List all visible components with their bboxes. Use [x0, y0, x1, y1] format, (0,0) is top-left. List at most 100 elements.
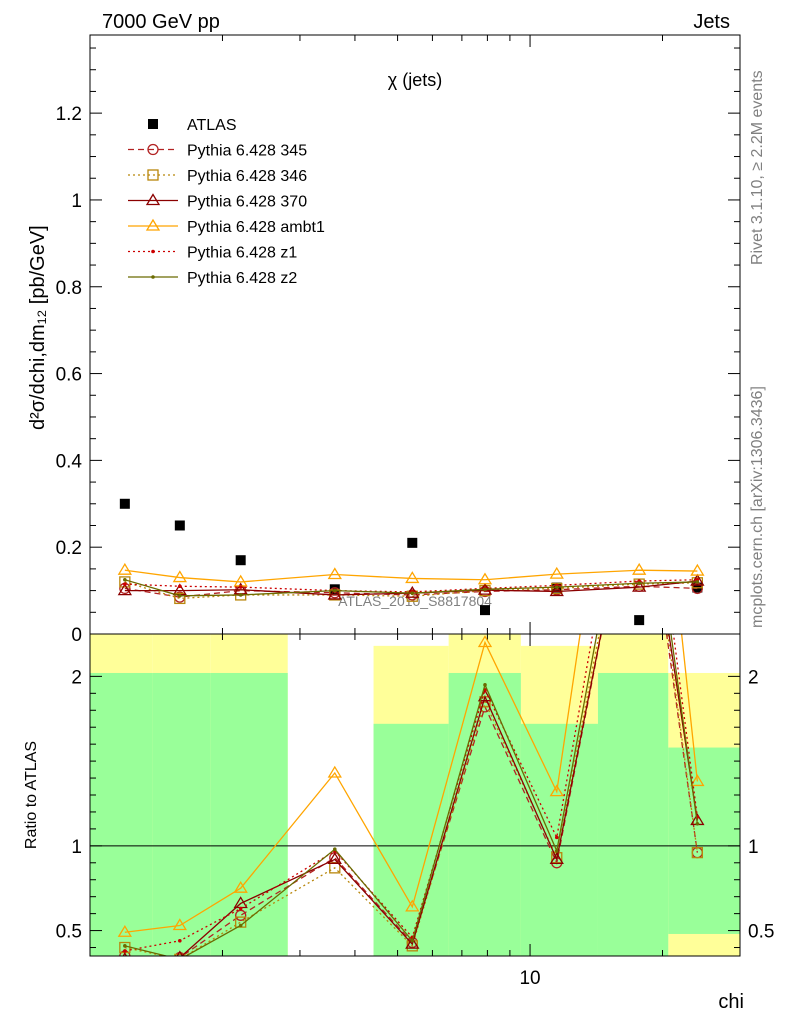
- data-point: [637, 581, 641, 586]
- legend-label: Pythia 6.428 370: [187, 194, 307, 211]
- data-point: [483, 587, 487, 592]
- ratio-plot-panel: 0.5 0.5 1 1 2 2 10 Ratio to ATLAS chi: [23, 633, 774, 1013]
- ratio-data-point: [238, 906, 243, 911]
- ratio-y-tick-label-right: 1: [748, 837, 759, 858]
- data-point: [690, 563, 705, 576]
- ratio-data-point: [174, 953, 186, 956]
- ratio-data-point: [477, 635, 493, 648]
- ratio-data-point: [690, 774, 705, 787]
- legend-label: ATLAS: [187, 117, 237, 134]
- data-point: [123, 582, 127, 586]
- legend: ATLAS Pythia 6.428 345 Pythia 6.428 346 Pyt…: [128, 117, 325, 287]
- rivet-label: Rivet 3.1.10, ≥ 2.2M events: [749, 70, 766, 265]
- data-point: [123, 577, 127, 582]
- data-point: [551, 582, 563, 595]
- y-tick-label: 0.4: [56, 451, 83, 472]
- legend-entry: Pythia 6.428 345: [128, 143, 307, 160]
- ratio-data-point: [238, 923, 243, 928]
- uncertainty-band-green: [152, 672, 211, 956]
- data-point: [549, 566, 564, 579]
- data-point: [690, 573, 705, 586]
- legend-label: Pythia 6.428 z1: [187, 245, 297, 262]
- ratio-data-point: [327, 765, 342, 778]
- legend-entry: Pythia 6.428 ambt1: [128, 218, 325, 236]
- y-tick-label: 0.6: [56, 365, 82, 386]
- uncertainty-band-green: [597, 672, 669, 956]
- data-point: [178, 584, 182, 589]
- data-point: [174, 520, 185, 531]
- data-point: [477, 572, 493, 585]
- ratio-plot-frame: [89, 633, 741, 957]
- data-point: [178, 594, 182, 598]
- y-tick-label: 1: [71, 191, 82, 212]
- data-point: [632, 562, 647, 575]
- uncertainty-band-green: [373, 723, 449, 956]
- ratio-series-pythia-6-428-ambt1: [117, 634, 705, 937]
- data-point: [695, 580, 700, 584]
- series-line: [124, 579, 698, 593]
- y-tick-label: 0.8: [56, 278, 82, 299]
- data-point: [327, 587, 342, 600]
- data-point: [410, 591, 415, 595]
- uncertainty-band-green: [668, 747, 740, 934]
- ratio-data-point: [405, 899, 420, 912]
- ratio-data-point: [123, 949, 127, 953]
- legend-label: Pythia 6.428 ambt1: [187, 219, 325, 236]
- ratio-data-point: [691, 846, 704, 859]
- legend-swatch-marker: [145, 193, 161, 206]
- ratio-y-tick-label: 1: [71, 837, 82, 858]
- legend-entry: Pythia 6.428 370: [128, 193, 307, 211]
- ratio-data-point: [554, 835, 559, 840]
- ratio-data-point: [332, 847, 337, 852]
- data-point: [235, 555, 246, 566]
- data-point: [119, 576, 131, 588]
- ratio-data-point: [483, 683, 487, 687]
- legend-swatch-marker: [151, 249, 155, 254]
- uncertainty-band-green: [90, 672, 153, 956]
- data-point: [332, 588, 337, 593]
- legend-entry: Pythia 6.428 z2: [128, 270, 297, 287]
- data-point: [479, 605, 490, 616]
- series-pythia-6-428-ambt1: [117, 562, 705, 587]
- data-point: [327, 567, 342, 580]
- legend-label: Pythia 6.428 z2: [187, 270, 297, 287]
- data-point: [238, 585, 243, 589]
- data-point: [549, 584, 564, 597]
- mcplots-label: mcplots.cern.ch [arXiv:1306.3436]: [749, 386, 766, 628]
- ratio-data-point: [410, 938, 415, 943]
- ratio-data-point: [549, 852, 564, 865]
- ratio-y-tick-label-right: 2: [748, 667, 759, 688]
- ratio-data-point: [549, 784, 564, 797]
- x-tick-label: 10: [519, 968, 540, 989]
- ratio-data-point: [405, 936, 420, 949]
- y-axis-label: d²σ/dchi,dm₁₂ [pb/GeV]: [27, 225, 49, 430]
- ratio-data-point: [178, 958, 182, 962]
- data-point: [174, 592, 186, 605]
- legend-entry: ATLAS: [148, 117, 237, 134]
- header-right: Jets: [693, 11, 730, 33]
- main-plot-panel: χ (jets) ATLAS_2010_S8817804 00.20.40.60…: [27, 34, 741, 646]
- ratio-data-point: [117, 925, 132, 937]
- ratio-data-point: [554, 849, 559, 853]
- legend-swatch-marker: [145, 218, 161, 231]
- data-point: [407, 537, 418, 548]
- legend-swatch-marker: [148, 119, 158, 129]
- uncertainty-band-green: [210, 672, 288, 956]
- legend-label: Pythia 6.428 346: [187, 168, 307, 185]
- legend-swatch-marker: [147, 169, 159, 181]
- ratio-data-point: [327, 852, 342, 865]
- x-axis-label: chi: [718, 991, 744, 1013]
- uncertainty-band-green: [448, 672, 521, 956]
- legend-swatch-marker: [147, 143, 159, 156]
- y-tick-label: 1.2: [56, 104, 82, 125]
- data-point: [632, 579, 647, 592]
- header-left: 7000 GeV pp: [102, 11, 220, 33]
- legend-entry: Pythia 6.428 z1: [128, 245, 297, 262]
- ratio-data-point: [123, 944, 127, 948]
- legend-swatch-marker: [151, 275, 155, 279]
- legend-entry: Pythia 6.428 346: [128, 168, 307, 185]
- ratio-series-line: [124, 634, 698, 956]
- data-point: [634, 615, 645, 626]
- ratio-series-line: [124, 634, 699, 933]
